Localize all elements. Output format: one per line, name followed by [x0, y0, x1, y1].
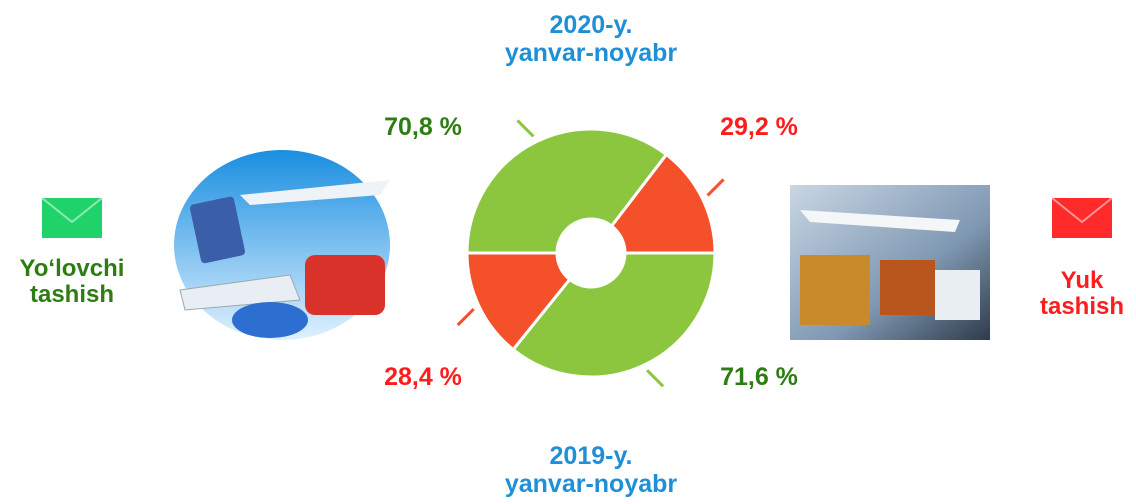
- legend-swatch-fold: [41, 197, 103, 224]
- value-label: 70,8 %: [384, 113, 462, 141]
- legend-label: Yo‘lovchi tashish: [19, 255, 125, 309]
- donut-slice: [465, 127, 669, 255]
- donut-slice: [609, 152, 717, 255]
- leader-line: [646, 369, 665, 388]
- leader-line: [516, 119, 535, 138]
- legend-label: Yuk tashish: [1039, 267, 1125, 321]
- value-label: 29,2 %: [720, 113, 798, 141]
- series-title: 2019-y. yanvar-noyabr: [504, 442, 678, 498]
- value-label: 71,6 %: [720, 363, 798, 391]
- value-label: 28,4 %: [384, 363, 462, 391]
- passenger-illustration: [174, 150, 390, 340]
- donut-slice: [511, 251, 717, 379]
- legend-swatch: [1052, 198, 1112, 238]
- leader-line: [706, 178, 725, 197]
- leader-line: [456, 308, 475, 327]
- cargo-illustration: [790, 185, 990, 340]
- series-title: 2020-y. yanvar-noyabr: [504, 11, 678, 67]
- donut-slice: [465, 251, 572, 352]
- legend-swatch-fold: [1051, 197, 1113, 224]
- legend-swatch: [42, 198, 102, 238]
